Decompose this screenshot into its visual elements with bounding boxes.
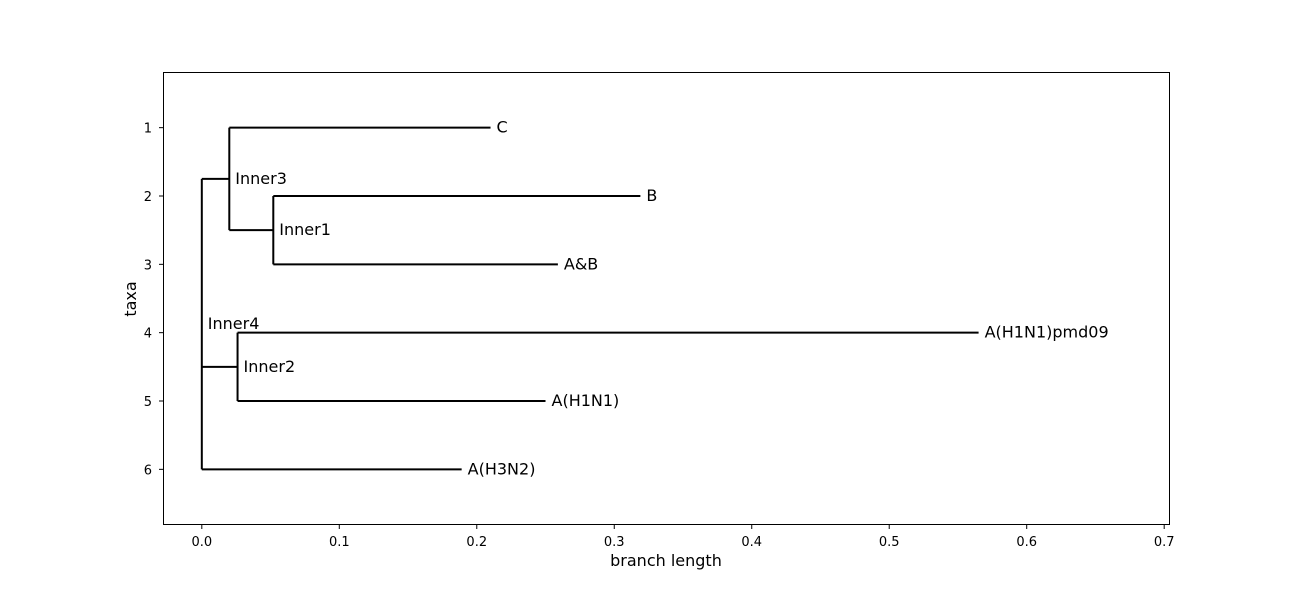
x-tick-label: 0.7: [1154, 535, 1175, 550]
node-label-b: B: [646, 186, 657, 205]
plot-frame: [163, 72, 1170, 525]
node-label-inner4: Inner4: [208, 314, 260, 333]
y-tick-label: 3: [144, 258, 152, 273]
x-tick-label: 0.4: [741, 535, 762, 550]
node-label-inner3: Inner3: [235, 169, 287, 188]
y-tick-label: 6: [144, 463, 152, 478]
y-tick-label: 4: [144, 327, 152, 342]
y-axis-title: taxa: [121, 281, 140, 316]
node-labels: Inner3 C Inner1 B A&B Inner4 Inner2 A(H1N1)pmd0…: [208, 118, 1109, 479]
x-tick-label: 0.2: [466, 535, 487, 550]
y-tick-label: 5: [144, 395, 152, 410]
node-label-c: C: [497, 118, 508, 137]
branches: [200, 126, 979, 471]
node-label-h3n2: A(H3N2): [468, 459, 536, 478]
node-label-inner2: Inner2: [244, 357, 296, 376]
node-label-h1n1pdm: A(H1N1)pmd09: [985, 323, 1109, 342]
y-tick-label: 2: [144, 190, 152, 205]
x-tick-label: 0.1: [329, 535, 350, 550]
node-label-ab: A&B: [564, 254, 598, 273]
y-tick-label: 1: [144, 122, 152, 137]
node-label-inner1: Inner1: [279, 220, 331, 239]
y-axis-ticks: 1 2 3 4 5 6: [144, 122, 164, 478]
x-axis-title: branch length: [610, 551, 722, 570]
x-tick-label: 0.0: [191, 535, 212, 550]
x-tick-label: 0.3: [604, 535, 625, 550]
x-tick-label: 0.6: [1016, 535, 1037, 550]
x-tick-label: 0.5: [879, 535, 900, 550]
x-axis-ticks: 0.0 0.1 0.2 0.3 0.4 0.5 0.6 0.7: [191, 524, 1175, 550]
node-label-h1n1: A(H1N1): [552, 391, 620, 410]
